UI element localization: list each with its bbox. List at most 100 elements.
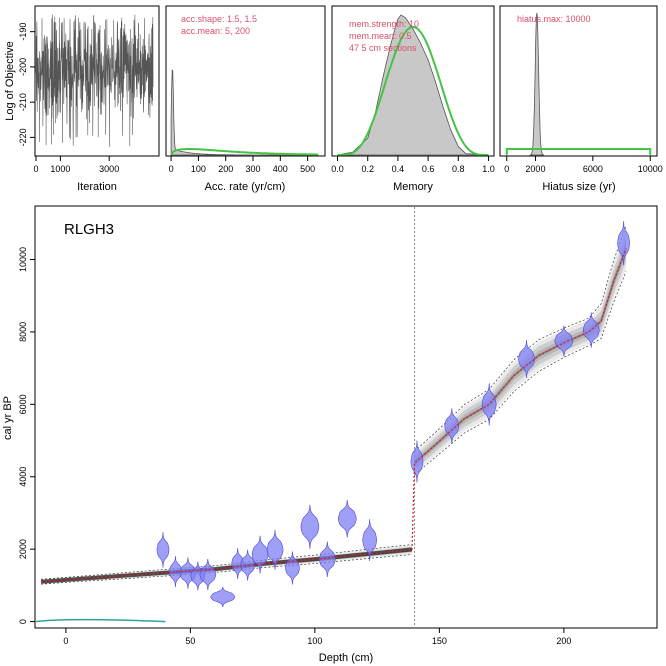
age-model-upper-bound [414, 225, 627, 452]
hiatus-densities [505, 12, 652, 156]
age-depth-title: RLGH3 [64, 221, 114, 238]
age-model-envelope [414, 228, 627, 474]
memory-annotation-2: mem.mean: 0.5 [349, 31, 412, 41]
acc-rate-x-tick-label: 500 [300, 164, 315, 174]
date-distribution [285, 551, 300, 585]
hiatus-x-label: Hiatus size (yr) [542, 181, 615, 193]
panel-hiatus-frame [499, 5, 658, 157]
date-distribution [199, 558, 217, 591]
iterations-x-label: Iteration [77, 181, 117, 193]
hiatus-x-tick-label: 0 [504, 164, 509, 174]
date-distribution [210, 586, 236, 608]
iterations-x-axis: 0 1000 3000 [33, 155, 119, 174]
acc-rate-x-axis: 0 100 200 300 400 500 [169, 155, 315, 174]
depth-axis-label: Depth (cm) [319, 652, 373, 664]
date-distribution [266, 529, 284, 570]
date-distribution [300, 504, 320, 549]
panel-age-depth: 0 50 100 150 200 0 2000 4000 6000 8000 10000 RLGH… [2, 205, 658, 664]
age-model-envelope [414, 235, 627, 470]
hiatus-x-tick-label: 6000 [583, 164, 603, 174]
memory-x-label: Memory [393, 181, 433, 193]
date-distribution [169, 556, 182, 588]
memory-x-tick-label: 0.8 [452, 164, 465, 174]
age-tick-label: 4000 [18, 467, 28, 487]
panel-hiatus: 0 2000 6000 10000 Hiatus size (yr) hiatus.m… [499, 5, 663, 193]
acc-rate-x-tick-label: 100 [191, 164, 206, 174]
iteration-trace-line [35, 14, 154, 148]
acc-rate-x-tick-label: 300 [245, 164, 260, 174]
memory-x-tick-label: 0.6 [422, 164, 435, 174]
age-depth-frame [34, 205, 658, 629]
date-distribution [444, 408, 460, 444]
acc-rate-prior [170, 148, 318, 156]
age-model-lower-bound [40, 554, 413, 585]
acc-rate-annotation-2: acc.mean: 5, 200 [181, 26, 250, 36]
depth-tick-label: 50 [185, 636, 195, 646]
age-tick-label: 6000 [18, 394, 28, 414]
acc-rate-annotation-1: acc.shape: 1.5, 1.5 [181, 14, 257, 24]
age-model-lower-bound [414, 271, 627, 475]
date-distribution [518, 340, 535, 378]
date-distribution [251, 535, 269, 574]
age-tick-label: 2000 [18, 539, 28, 559]
age-model-upper-bound [40, 544, 413, 580]
memory-x-axis: 0.0 0.2 0.4 0.6 0.8 1.0 [331, 155, 495, 174]
iterations-x-tick-label: 0 [33, 164, 38, 174]
date-distribution [617, 221, 631, 266]
date-distribution [318, 541, 336, 578]
memory-x-tick-label: 0.2 [361, 164, 374, 174]
memory-x-tick-label: 1.0 [482, 164, 495, 174]
surface-age-curve [36, 618, 166, 623]
memory-x-tick-label: 0.0 [331, 164, 344, 174]
hiatus-x-axis: 0 2000 6000 10000 [504, 155, 663, 174]
acc-rate-x-tick-label: 400 [273, 164, 288, 174]
acc-rate-x-label: Acc. rate (yr/cm) [205, 181, 286, 193]
iterations-y-axis: -190 -200 -210 -220 [18, 23, 36, 146]
iterations-y-tick-label: -190 [18, 23, 28, 41]
depth-tick-label: 100 [307, 636, 322, 646]
iterations-y-tick-label: -210 [18, 93, 28, 111]
depth-axis: 0 50 100 150 200 [63, 627, 571, 646]
iterations-y-label: Log of Objective [4, 41, 16, 121]
date-distribution [337, 499, 357, 538]
iterations-x-tick-label: 1000 [50, 164, 70, 174]
age-tick-label: 8000 [18, 322, 28, 342]
hiatus-annotation: hiatus.max: 10000 [517, 14, 591, 24]
date-distribution [582, 312, 600, 348]
hiatus-x-tick-label: 10000 [638, 164, 663, 174]
acc-rate-posterior [170, 69, 319, 156]
depth-tick-label: 150 [432, 636, 447, 646]
date-distribution [362, 519, 378, 562]
iterations-y-tick-label: -200 [18, 58, 28, 76]
age-depth-plot-area [36, 207, 631, 627]
hiatus-posterior [529, 12, 545, 156]
age-model-mean [40, 248, 627, 583]
age-tick-label: 0 [18, 619, 28, 624]
depth-tick-label: 0 [63, 636, 68, 646]
panel-acc-rate: 0 100 200 300 400 500 Acc. rate (yr/cm) acc.s… [165, 5, 326, 193]
date-distribution [554, 325, 574, 357]
age-axis: 0 2000 4000 6000 8000 10000 [18, 247, 36, 624]
acc-rate-densities [170, 69, 319, 156]
date-distribution [481, 383, 497, 426]
hiatus-prior [505, 148, 652, 155]
memory-annotation-1: mem.strength: 10 [349, 19, 419, 29]
iteration-trace [35, 14, 154, 148]
iterations-y-tick-label: -220 [18, 128, 28, 146]
memory-annotation-3: 47 5 cm sections [349, 43, 417, 53]
acc-rate-x-tick-label: 0 [169, 164, 174, 174]
date-distribution [240, 549, 256, 581]
hiatus-x-tick-label: 2000 [525, 164, 545, 174]
depth-tick-label: 200 [556, 636, 571, 646]
date-distribution [156, 532, 170, 568]
age-tick-label: 10000 [18, 247, 28, 272]
age-model-envelope [414, 242, 627, 467]
acc-rate-x-tick-label: 200 [218, 164, 233, 174]
panel-iterations: 0 1000 3000 -190 -200 -210 -220 Iteration Log… [4, 5, 160, 193]
age-axis-label: cal yr BP [2, 396, 14, 440]
iterations-x-tick-label: 3000 [99, 164, 119, 174]
memory-prior [337, 25, 489, 156]
panel-memory: 0.0 0.2 0.4 0.6 0.8 1.0 Memory mem.strength: … [331, 5, 495, 193]
memory-densities [337, 14, 489, 156]
